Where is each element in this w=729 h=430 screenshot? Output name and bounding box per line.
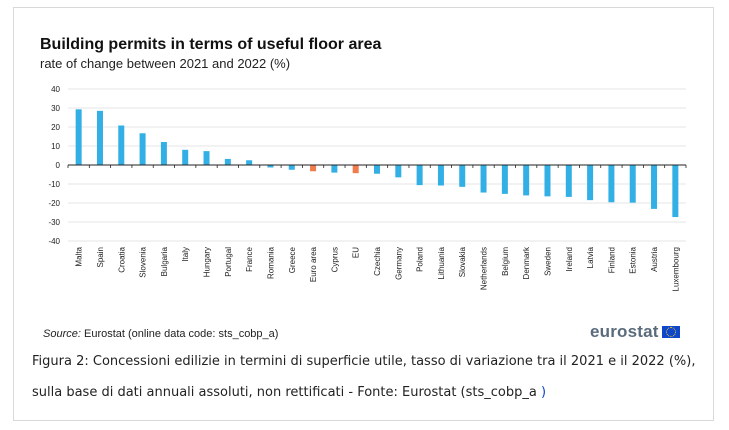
- source-text: Eurostat (online data code: sts_cobp_a): [83, 328, 279, 340]
- bar: [501, 165, 508, 194]
- y-tick-label: 0: [56, 161, 61, 170]
- x-tick-label: France: [245, 246, 254, 271]
- bar: [139, 133, 146, 165]
- x-tick-label: Bulgaria: [160, 246, 169, 276]
- bar: [395, 165, 402, 178]
- x-tick-label: Czechia: [373, 246, 382, 275]
- y-tick-label: -10: [48, 180, 60, 189]
- x-tick-label: Slovakia: [458, 246, 467, 277]
- bar-chart: 40 30 20 10 0 -10 -20 -30 -40 Malta Spain Croatia Sl…: [48, 85, 687, 291]
- x-tick-label: Denmark: [522, 246, 531, 279]
- y-tick-label: 20: [51, 123, 60, 132]
- x-tick-label: Germany: [394, 247, 403, 280]
- bar: [565, 165, 572, 197]
- x-tick-label: Slovenia: [139, 246, 148, 277]
- source-note: Source: Eurostat (online data code: sts_…: [43, 328, 278, 340]
- x-tick-label: Cyprus: [330, 247, 339, 272]
- bar: [118, 125, 125, 165]
- caption-line-2: sulla base di dati annuali assoluti, non…: [32, 385, 537, 400]
- figure-frame: [13, 7, 714, 421]
- bar: [544, 165, 551, 197]
- bar: [182, 149, 189, 165]
- x-tick-label: Croatia: [117, 246, 126, 272]
- x-tick-label: Luxembourg: [671, 247, 680, 291]
- x-tick-label: EU: [352, 247, 361, 258]
- bar: [608, 165, 615, 203]
- x-tick-label: Italy: [181, 247, 190, 262]
- caption-line-1: Figura 2: Concessioni edilizie in termin…: [32, 354, 696, 369]
- x-tick-label: Austria: [650, 246, 659, 271]
- bar: [459, 165, 466, 187]
- x-tick-label: Latvia: [586, 246, 595, 268]
- y-tick-label: 10: [51, 142, 60, 151]
- bar: [75, 109, 82, 165]
- chart-subtitle: rate of change between 2021 and 2022 (%): [40, 56, 291, 71]
- x-tick-label: Poland: [416, 247, 425, 272]
- bar: [437, 165, 444, 186]
- y-tick-label: -40: [48, 237, 60, 246]
- y-tick-label: 40: [51, 85, 60, 94]
- bar: [246, 160, 253, 165]
- y-tick-label: 30: [51, 104, 60, 113]
- bar: [587, 165, 594, 201]
- x-tick-label: Hungary: [203, 247, 212, 277]
- bar: [267, 165, 274, 168]
- chart-title: Building permits in terms of useful floo…: [40, 36, 382, 53]
- x-tick-label: Greece: [288, 246, 297, 273]
- bar: [352, 165, 359, 174]
- bar: [288, 165, 295, 170]
- x-tick-label: Netherlands: [480, 247, 489, 290]
- x-tick-label: Portugal: [224, 247, 233, 277]
- x-tick-label: Malta: [75, 246, 84, 266]
- bar: [310, 165, 317, 172]
- bar: [416, 165, 423, 186]
- bar: [651, 165, 658, 209]
- x-tick-label: Ireland: [565, 247, 574, 271]
- figure-caption: Figura 2: Concessioni edilizie in termin…: [32, 346, 702, 408]
- eu-flag-icon: [661, 326, 680, 338]
- source-label: Source:: [43, 328, 81, 340]
- x-tick-label: Euro area: [309, 246, 318, 282]
- bar: [160, 142, 167, 165]
- bar: [480, 165, 487, 193]
- eurostat-wordmark: eurostat: [590, 322, 659, 341]
- y-tick-label: -30: [48, 218, 60, 227]
- bar: [203, 151, 210, 165]
- bar: [523, 165, 530, 196]
- bar: [672, 165, 679, 218]
- y-tick-label: -20: [48, 199, 60, 208]
- bar: [374, 165, 380, 174]
- bar: [224, 158, 231, 165]
- x-tick-label: Finland: [607, 247, 616, 273]
- caption-source-link[interactable]: ): [536, 385, 547, 400]
- bar: [96, 110, 103, 165]
- x-tick-label: Belgium: [501, 247, 510, 276]
- x-tick-label: Romania: [266, 246, 275, 279]
- bar: [629, 165, 636, 203]
- x-tick-label: Spain: [96, 247, 105, 267]
- bar: [331, 165, 338, 173]
- x-tick-label: Lithuania: [437, 246, 446, 279]
- eurostat-logo: eurostat: [590, 322, 680, 342]
- x-tick-label: Sweden: [543, 247, 552, 276]
- x-tick-label: Estonia: [629, 246, 638, 273]
